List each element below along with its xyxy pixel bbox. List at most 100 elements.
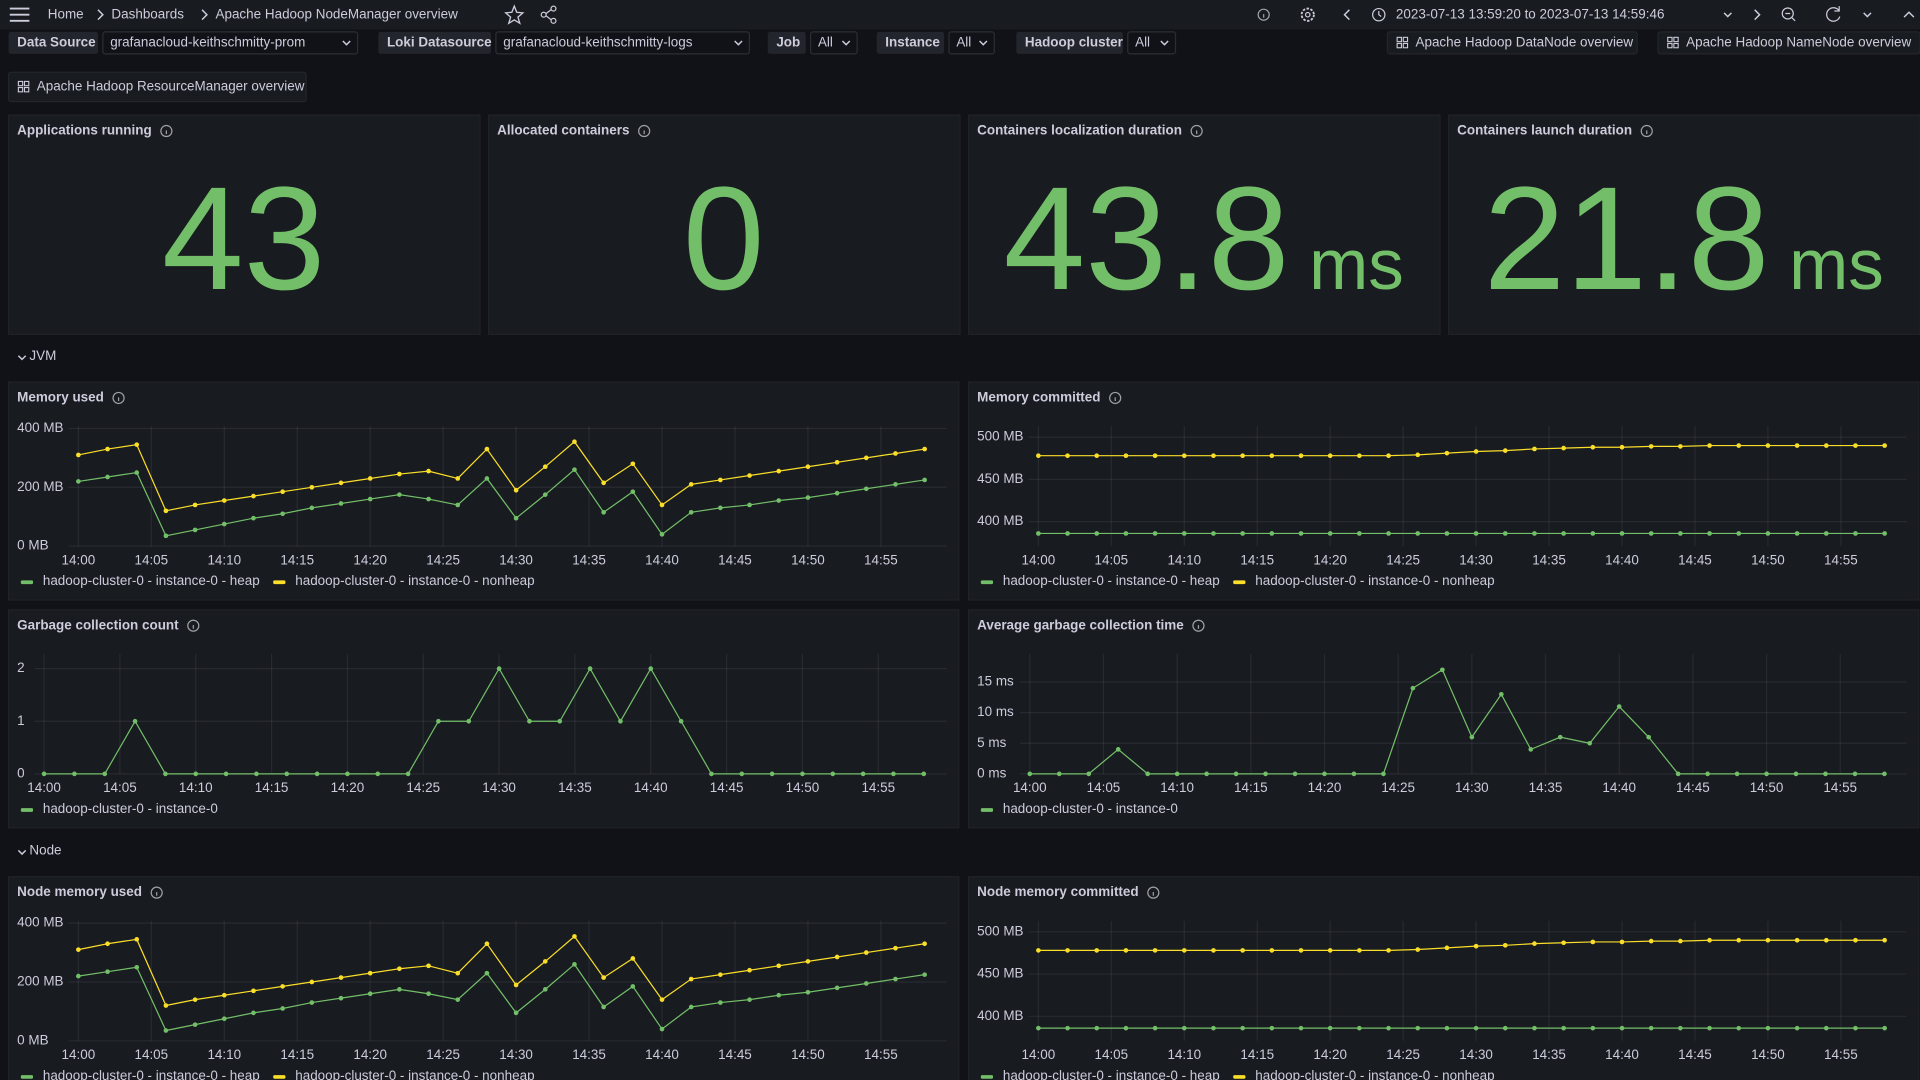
data-point: [1240, 531, 1245, 536]
data-point: [1298, 453, 1304, 459]
data-point: [41, 771, 47, 777]
data-point: [1240, 453, 1245, 459]
data-point: [1648, 1025, 1654, 1031]
breadcrumb[interactable]: Dashboards: [111, 6, 184, 21]
legend-label[interactable]: hadoop-cluster-0 - instance-0 - heap: [43, 573, 260, 588]
x-tick-label: 14:15: [280, 1047, 314, 1062]
variable-select[interactable]: [1127, 31, 1177, 55]
data-point: [1502, 448, 1508, 453]
breadcrumb[interactable]: Apache Hadoop NodeManager overview: [216, 6, 459, 21]
legend-swatch: [273, 1075, 286, 1079]
data-point: [630, 489, 636, 495]
x-tick-label: 14:00: [62, 552, 96, 567]
legend-label[interactable]: hadoop-cluster-0 - instance-0 - nonheap: [1255, 573, 1494, 588]
stat-value: 21.8 ms: [1484, 157, 1884, 321]
legend-label[interactable]: hadoop-cluster-0 - instance-0 - heap: [43, 1068, 260, 1080]
zoom-out-icon[interactable]: [1781, 7, 1794, 20]
data-point: [1823, 937, 1829, 943]
panel-title: Applications running: [17, 123, 152, 138]
data-point: [1065, 453, 1070, 459]
dashboard-link[interactable]: [7, 71, 307, 103]
data-point: [1233, 771, 1239, 777]
series-line: [44, 667, 924, 775]
legend-label[interactable]: hadoop-cluster-0 - instance-0 - nonheap: [295, 573, 534, 588]
x-tick-label: 14:20: [353, 1047, 387, 1062]
data-point: [863, 981, 869, 986]
data-point: [1794, 937, 1800, 943]
data-point: [1882, 1025, 1887, 1031]
data-point: [1152, 531, 1158, 536]
data-point: [397, 492, 402, 497]
share-icon[interactable]: [550, 17, 557, 24]
data-point: [1557, 734, 1563, 740]
data-point: [455, 970, 461, 976]
breadcrumb[interactable]: Home: [48, 6, 84, 21]
panel-title: Containers localization duration: [977, 123, 1182, 138]
y-tick-label: 0 MB: [17, 538, 48, 553]
time-range[interactable]: 2023-07-13 13:59:20 to 2023-07-13 14:59:…: [1396, 6, 1665, 21]
y-tick-label: 450 MB: [977, 966, 1023, 981]
variable-label: Hadoop cluster: [1025, 34, 1124, 49]
settings-icon[interactable]: [1300, 7, 1315, 22]
chart-panel: [7, 381, 960, 601]
data-point: [776, 498, 782, 503]
star-icon[interactable]: [504, 4, 525, 25]
row-title[interactable]: Node: [29, 843, 61, 858]
data-point: [367, 496, 373, 502]
chart-panel: [967, 876, 1920, 1080]
data-point: [193, 771, 199, 777]
data-point: [922, 972, 927, 977]
data-point: [1590, 531, 1596, 536]
data-point: [513, 487, 519, 493]
data-point: [338, 995, 344, 1001]
variable-select[interactable]: [810, 31, 858, 55]
data-point: [1174, 771, 1180, 777]
data-point: [513, 515, 519, 521]
legend-label[interactable]: hadoop-cluster-0 - instance-0 - heap: [1003, 573, 1220, 588]
dashboard-link-icon: [1673, 36, 1679, 43]
data-point: [1115, 747, 1121, 752]
data-point: [105, 941, 110, 947]
dashboard-link[interactable]: [1386, 31, 1638, 55]
data-point: [1036, 453, 1041, 459]
x-tick-label: 14:05: [134, 552, 168, 567]
legend-label[interactable]: hadoop-cluster-0 - instance-0: [43, 801, 218, 816]
data-point: [1675, 771, 1681, 777]
data-point: [893, 482, 898, 487]
legend-swatch: [20, 808, 34, 812]
data-point: [1619, 444, 1625, 450]
legend-label[interactable]: hadoop-cluster-0 - instance-0 - nonheap: [295, 1068, 534, 1080]
x-tick-label: 14:50: [791, 1047, 825, 1062]
refresh-icon[interactable]: [1826, 6, 1841, 22]
data-point: [922, 941, 927, 947]
data-point: [776, 468, 782, 474]
legend-label[interactable]: hadoop-cluster-0 - instance-0: [1003, 801, 1178, 816]
share-icon[interactable]: [550, 5, 557, 12]
row-title[interactable]: JVM: [29, 348, 56, 363]
x-tick-label: 14:40: [1605, 1047, 1639, 1062]
dashboard-link[interactable]: [1657, 31, 1920, 55]
data-point: [1823, 771, 1828, 777]
x-tick-label: 14:30: [499, 552, 533, 567]
data-point: [630, 984, 636, 989]
data-point: [134, 442, 140, 447]
share-icon[interactable]: [540, 11, 547, 18]
data-point: [1619, 531, 1625, 536]
x-tick-label: 14:30: [1459, 552, 1493, 567]
data-point: [893, 945, 898, 951]
legend-label[interactable]: hadoop-cluster-0 - instance-0 - heap: [1003, 1068, 1220, 1080]
data-point: [455, 502, 461, 508]
variable-select[interactable]: [948, 31, 995, 55]
data-point: [1590, 1025, 1596, 1031]
x-tick-label: 14:25: [426, 552, 460, 567]
data-point: [601, 1004, 606, 1010]
chart-panel: [7, 609, 960, 829]
x-tick-label: 14:05: [1087, 780, 1121, 795]
legend-label[interactable]: hadoop-cluster-0 - instance-0 - nonheap: [1255, 1068, 1494, 1080]
variable-select[interactable]: [102, 31, 359, 55]
x-tick-label: 14:40: [1605, 552, 1639, 567]
variable-select[interactable]: [495, 31, 750, 55]
data-point: [163, 533, 169, 539]
y-tick-label: 400 MB: [977, 1008, 1023, 1023]
